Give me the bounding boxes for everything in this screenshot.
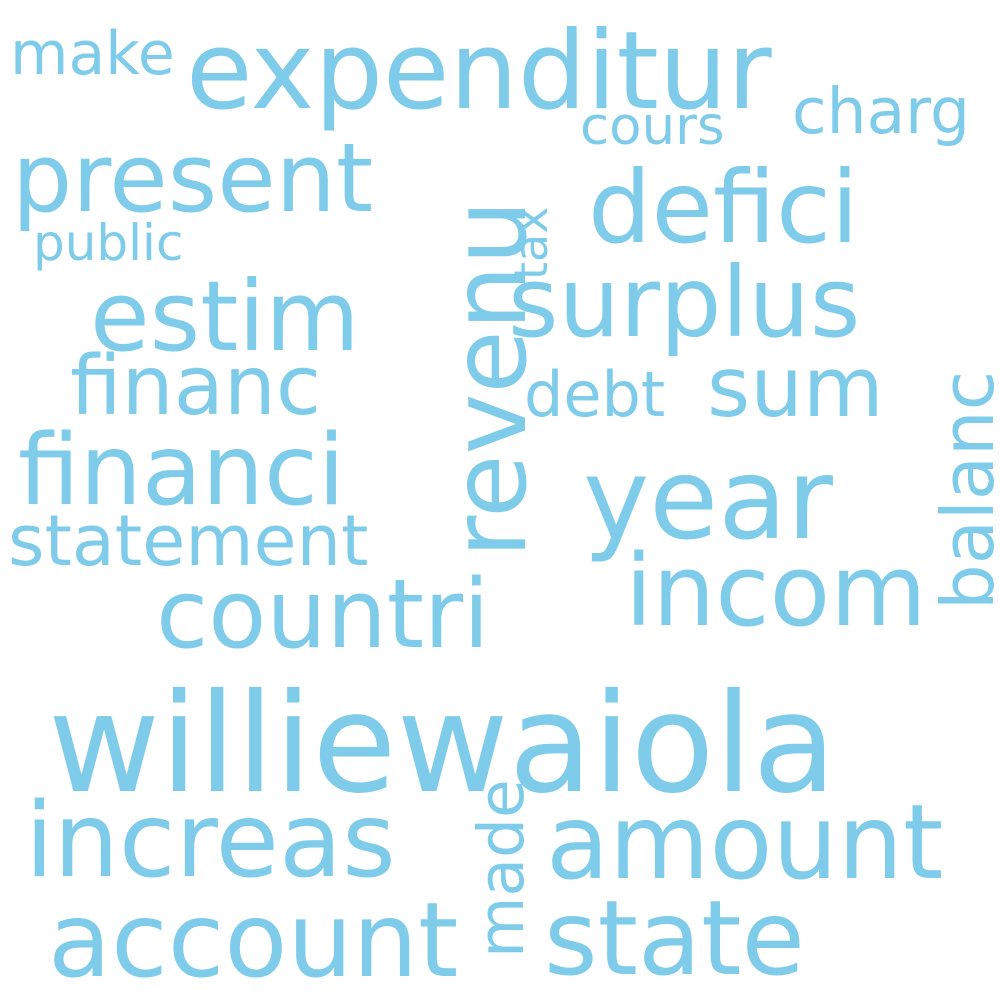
word-public: public (33, 214, 184, 272)
word-incom: incom (625, 534, 927, 649)
word-financi: financi (18, 414, 346, 528)
word-estim: estim (90, 260, 360, 373)
word-amount: amount (546, 783, 944, 903)
word-cours: cours (580, 96, 725, 157)
word-williewaiola: williewaiola (48, 665, 837, 824)
word-expenditur: expenditur (186, 9, 772, 134)
word-countri: countri (156, 560, 490, 670)
word-debt: debt (524, 358, 666, 431)
word-made: made (465, 779, 538, 958)
word-defici: defici (588, 149, 859, 266)
word-year: year (583, 435, 833, 565)
word-charg: charg (792, 75, 970, 148)
word-account: account (48, 881, 459, 1001)
word-surplus: surplus (508, 246, 861, 359)
word-financ: financ (70, 339, 321, 434)
word-present: present (12, 124, 374, 234)
word-statement: statement (8, 500, 369, 582)
word-tax: tax (504, 206, 558, 280)
word-sum: sum (707, 339, 884, 436)
word-state: state (544, 879, 805, 999)
word-increas: increas (25, 781, 396, 901)
word-balanc: balanc (926, 370, 1000, 610)
word-make: make (10, 19, 175, 89)
